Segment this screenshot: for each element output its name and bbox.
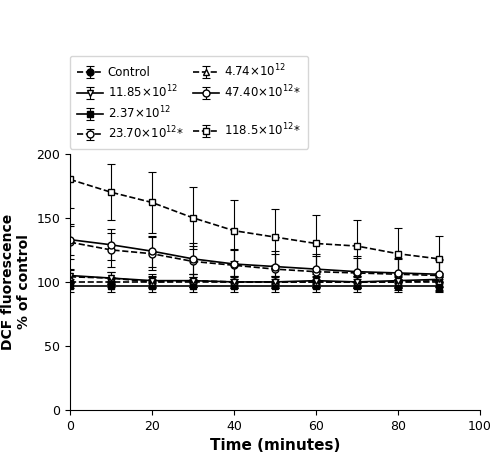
Legend: Control, 11.85×10$^{12}$, 2.37×10$^{12}$, 23.70×10$^{12}$*, 4.74×10$^{12}$, 47.4: Control, 11.85×10$^{12}$, 2.37×10$^{12}$… <box>70 56 308 149</box>
Y-axis label: DCF fluorescence
% of control: DCF fluorescence % of control <box>0 214 31 350</box>
X-axis label: Time (minutes): Time (minutes) <box>210 439 340 453</box>
